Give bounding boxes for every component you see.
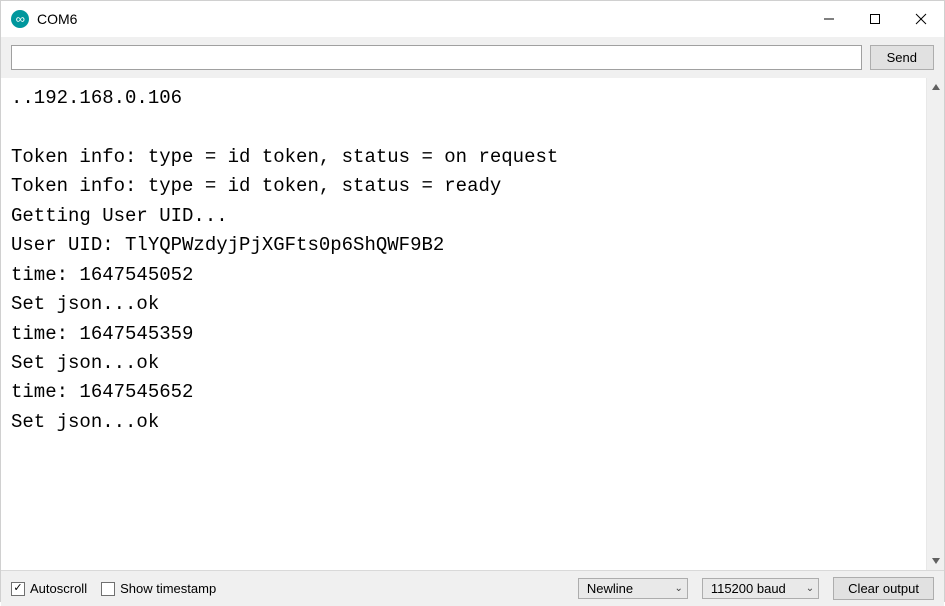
input-row: Send	[1, 37, 944, 78]
baud-value: 115200 baud	[711, 581, 786, 596]
maximize-button[interactable]	[852, 1, 898, 37]
window-title: COM6	[37, 11, 77, 27]
minimize-icon	[823, 13, 835, 25]
maximize-icon	[869, 13, 881, 25]
minimize-button[interactable]	[806, 1, 852, 37]
send-button[interactable]: Send	[870, 45, 934, 70]
scroll-down-button[interactable]	[927, 552, 944, 570]
scrollbar[interactable]	[926, 78, 944, 570]
clear-output-button[interactable]: Clear output	[833, 577, 934, 600]
autoscroll-label: Autoscroll	[30, 581, 87, 596]
console-wrap: ..192.168.0.106 Token info: type = id to…	[1, 78, 944, 570]
autoscroll-checkbox[interactable]	[11, 582, 25, 596]
timestamp-label: Show timestamp	[120, 581, 216, 596]
arduino-icon	[11, 10, 29, 28]
autoscroll-checkbox-wrap[interactable]: Autoscroll	[11, 581, 87, 596]
serial-console[interactable]: ..192.168.0.106 Token info: type = id to…	[1, 78, 926, 570]
chevron-down-icon: ⌄	[674, 583, 682, 594]
chevron-down-icon: ⌄	[806, 583, 814, 594]
chevron-down-icon	[931, 556, 941, 566]
timestamp-checkbox[interactable]	[101, 582, 115, 596]
chevron-up-icon	[931, 82, 941, 92]
window-controls	[806, 1, 944, 37]
timestamp-checkbox-wrap[interactable]: Show timestamp	[101, 581, 216, 596]
scroll-track[interactable]	[927, 96, 944, 552]
scroll-up-button[interactable]	[927, 78, 944, 96]
serial-input[interactable]	[11, 45, 862, 70]
line-ending-value: Newline	[587, 581, 633, 596]
bottombar: Autoscroll Show timestamp Newline ⌄ 1152…	[1, 570, 944, 606]
line-ending-select[interactable]: Newline ⌄	[578, 578, 688, 599]
close-icon	[915, 13, 927, 25]
titlebar: COM6	[1, 1, 944, 37]
baud-select[interactable]: 115200 baud ⌄	[702, 578, 819, 599]
close-button[interactable]	[898, 1, 944, 37]
